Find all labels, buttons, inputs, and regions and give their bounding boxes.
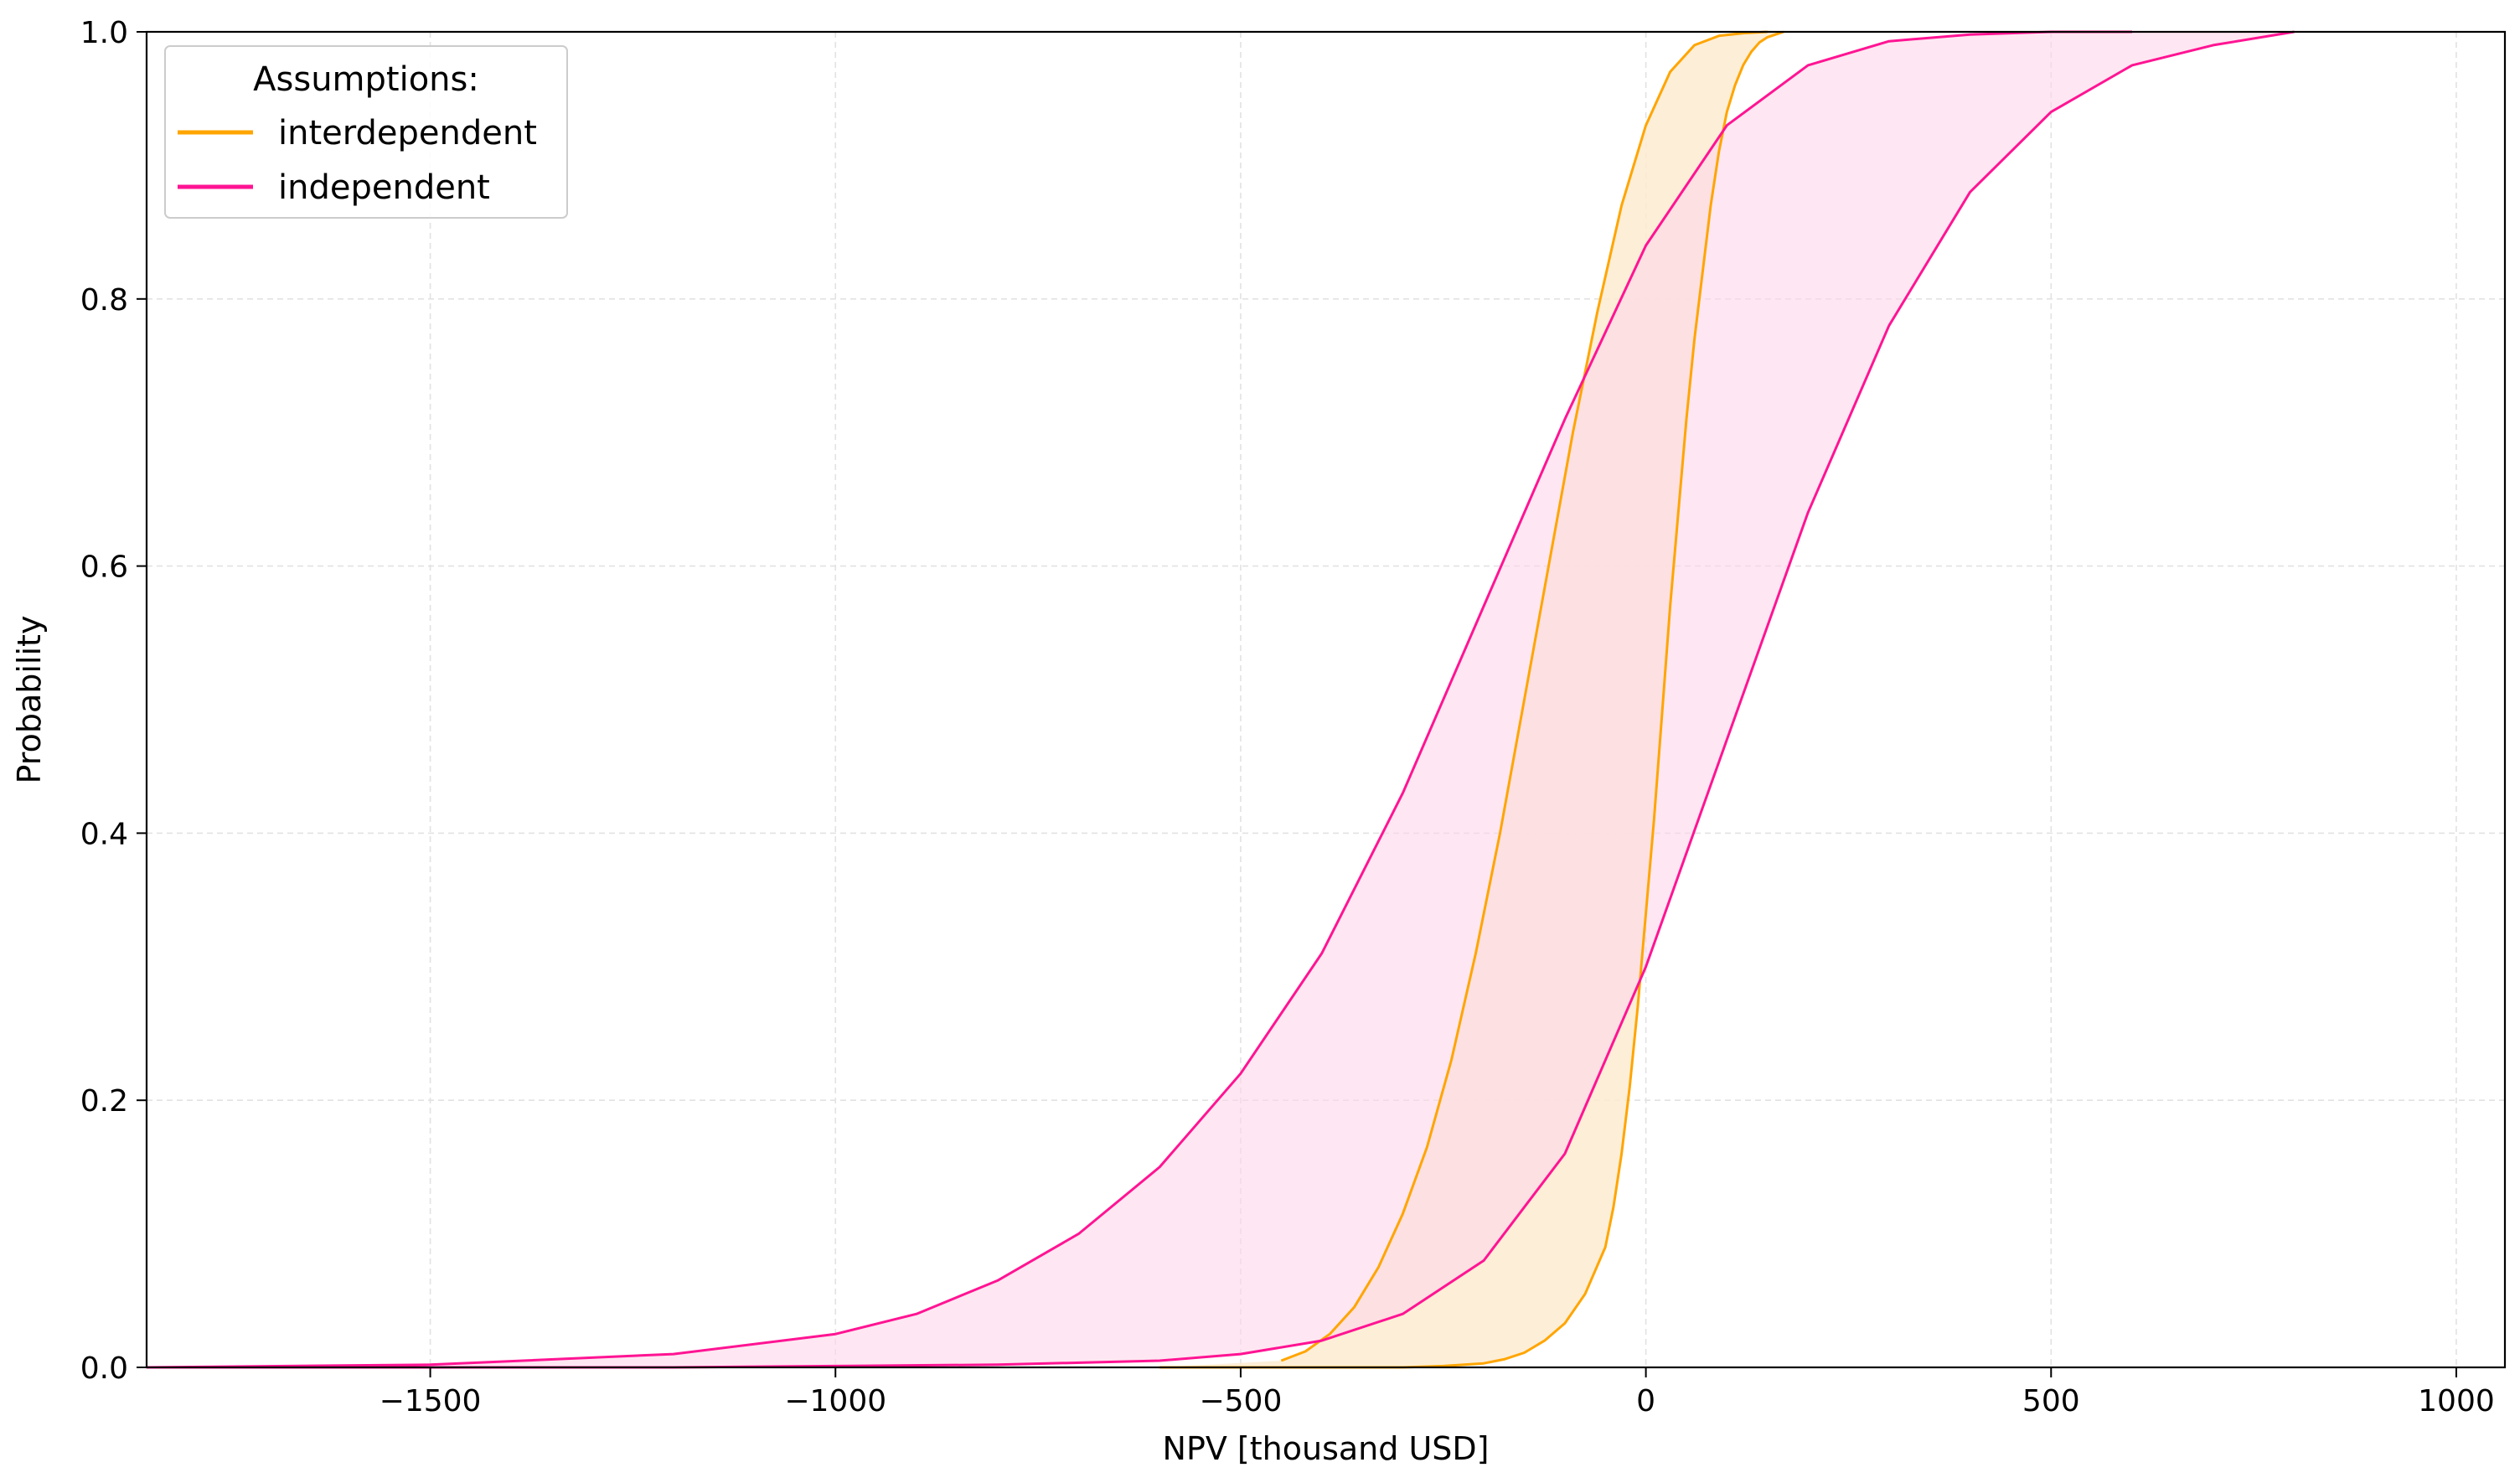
x-tick-label: 0 <box>1636 1384 1655 1418</box>
series-lines <box>146 30 2295 1369</box>
legend-label-interdependent: interdependent <box>278 114 537 152</box>
x-tick-label: 1000 <box>2418 1384 2495 1418</box>
series-line-independent-upper <box>146 30 2132 1369</box>
x-tick-label: −1000 <box>784 1384 886 1418</box>
series-line-interdependent-upper <box>1280 30 1768 1362</box>
y-tick-label: 1.0 <box>80 16 128 50</box>
series-line-independent-lower <box>147 30 2295 1369</box>
y-tick-label: 0.4 <box>80 817 128 851</box>
y-tick-label: 0.0 <box>80 1351 128 1386</box>
y-tick-label: 0.8 <box>80 283 128 318</box>
legend-box <box>164 45 568 219</box>
band-fill-independent <box>147 32 2295 1367</box>
x-tick-label: −1500 <box>380 1384 482 1418</box>
x-tick-label: 500 <box>2022 1384 2080 1418</box>
band-fills <box>147 32 2295 1367</box>
plot-frame <box>145 30 2507 1369</box>
legend-title: Assumptions: <box>253 60 479 99</box>
x-axis-ticks: −1500 −1000 −500 0 500 1000 <box>380 1367 2495 1418</box>
x-axis-title: NPV [thousand USD] <box>1163 1430 1490 1467</box>
y-tick-label: 0.2 <box>80 1084 128 1119</box>
legend-label-independent: independent <box>278 168 490 207</box>
legend: Assumptions: interdependent independent <box>164 45 568 219</box>
y-axis-title: Probability <box>11 616 48 784</box>
y-axis-ticks: 0.0 0.2 0.4 0.6 0.8 1.0 <box>80 16 147 1386</box>
x-tick-label: −500 <box>1199 1384 1282 1418</box>
series-line-interdependent-lower <box>1159 30 1784 1369</box>
y-tick-label: 0.6 <box>80 550 128 585</box>
